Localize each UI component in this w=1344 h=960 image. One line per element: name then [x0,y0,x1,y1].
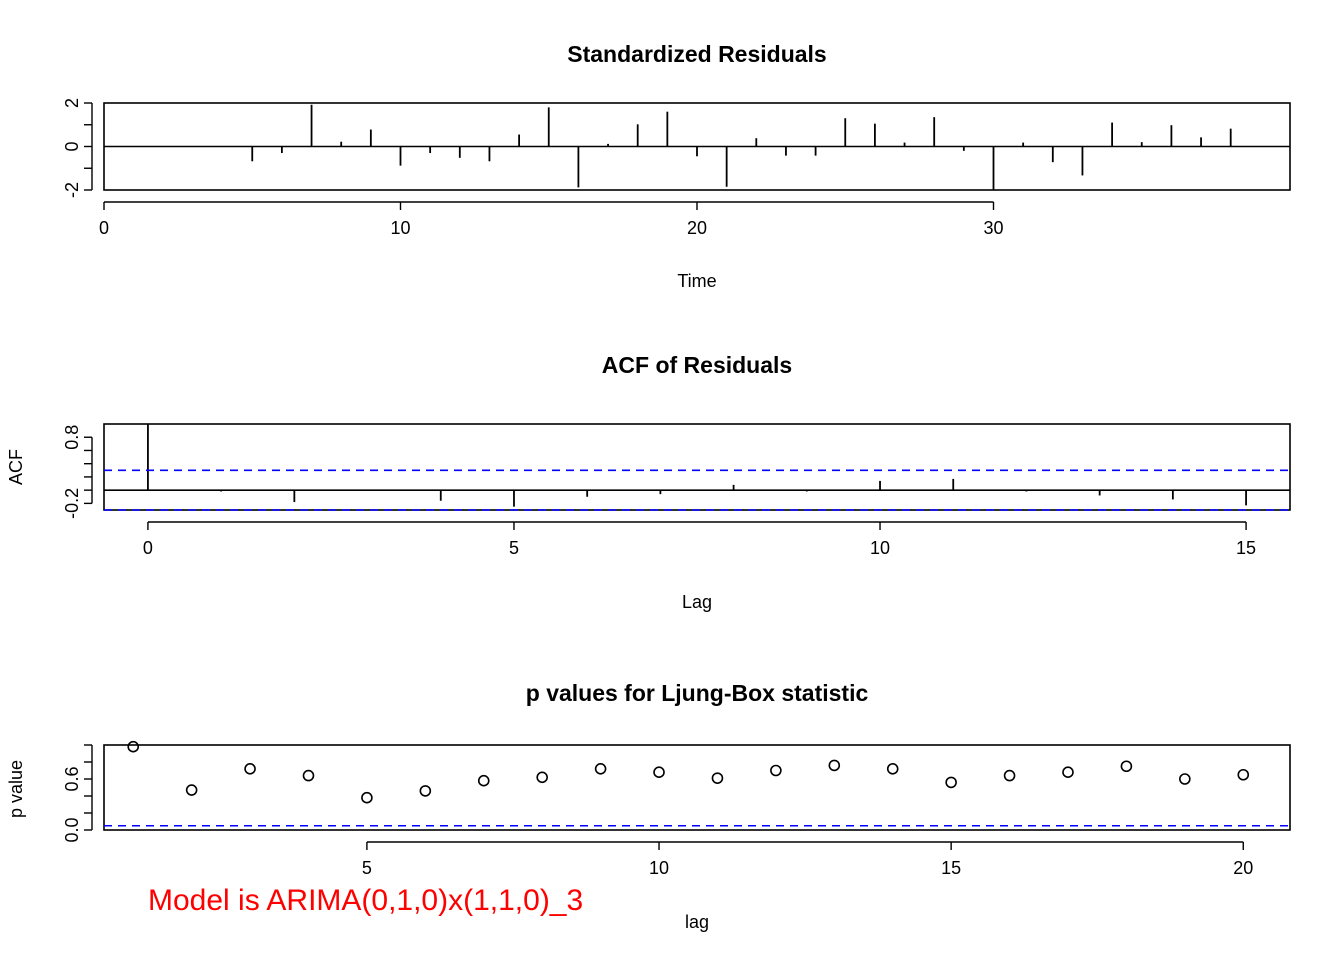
x-tick-label: 15 [1236,538,1256,558]
data-point [477,774,490,787]
x-tick-label: 15 [941,858,961,878]
data-point [594,762,607,775]
x-tick-label: 10 [390,218,410,238]
data-point [1237,768,1250,781]
data-point [185,784,198,796]
x-tick-label: 5 [509,538,519,558]
data-point [1120,760,1133,773]
x-tick-label: 20 [687,218,707,238]
x-tick-label: 0 [99,218,109,238]
data-point [361,791,373,804]
plot-frame [103,744,1291,831]
plot-frame [103,423,1291,511]
data-point [886,762,899,775]
y-tick-label: -0.2 [62,488,82,519]
data-point [711,772,724,784]
x-tick-label: 30 [983,218,1003,238]
x-tick-label: 10 [870,538,890,558]
x-tick-label: 5 [362,858,372,878]
data-point [770,764,782,777]
data-point [244,762,256,775]
y-axis-label: ACF [6,449,26,485]
y-tick-label: 0.8 [62,425,82,450]
data-point [536,771,548,784]
standardized-residuals-panel: Standardized Residuals Time 0 10 20 30 -2 0 2 [62,41,1291,291]
acf-panel: ACF of Residuals Lag ACF 0 5 10 15 -0.2 0.8 [6,352,1291,612]
x-tick-label: 20 [1233,858,1253,878]
data-point [1003,769,1016,782]
x-axis-label: Time [677,271,716,291]
x-tick-label: 10 [649,858,669,878]
data-point [1062,766,1074,779]
data-point [1179,773,1191,785]
chart-title: p values for Ljung-Box statistic [526,680,869,706]
y-tick-label: 2 [62,98,82,108]
chart-title: Standardized Residuals [567,41,826,67]
data-point [127,740,140,753]
y-tick-label: 0.0 [62,817,82,842]
x-tick-label: 0 [143,538,153,558]
ljung-box-panel: p values for Ljung-Box statistic lag p v… [6,680,1291,932]
x-axis-label: lag [685,912,709,932]
y-tick-label: 0 [62,141,82,151]
data-point [945,776,957,789]
y-tick-label: 0.6 [62,766,82,791]
x-axis-label: Lag [682,592,712,612]
model-note: Model is ARIMA(0,1,0)x(1,1,0)_3 [148,884,583,917]
y-tick-label: -2 [62,182,82,198]
data-point [653,766,665,779]
y-axis-label: p value [6,760,26,818]
data-point [302,769,315,782]
chart-title: ACF of Residuals [602,352,792,378]
data-point [828,759,841,772]
data-point [419,785,432,797]
